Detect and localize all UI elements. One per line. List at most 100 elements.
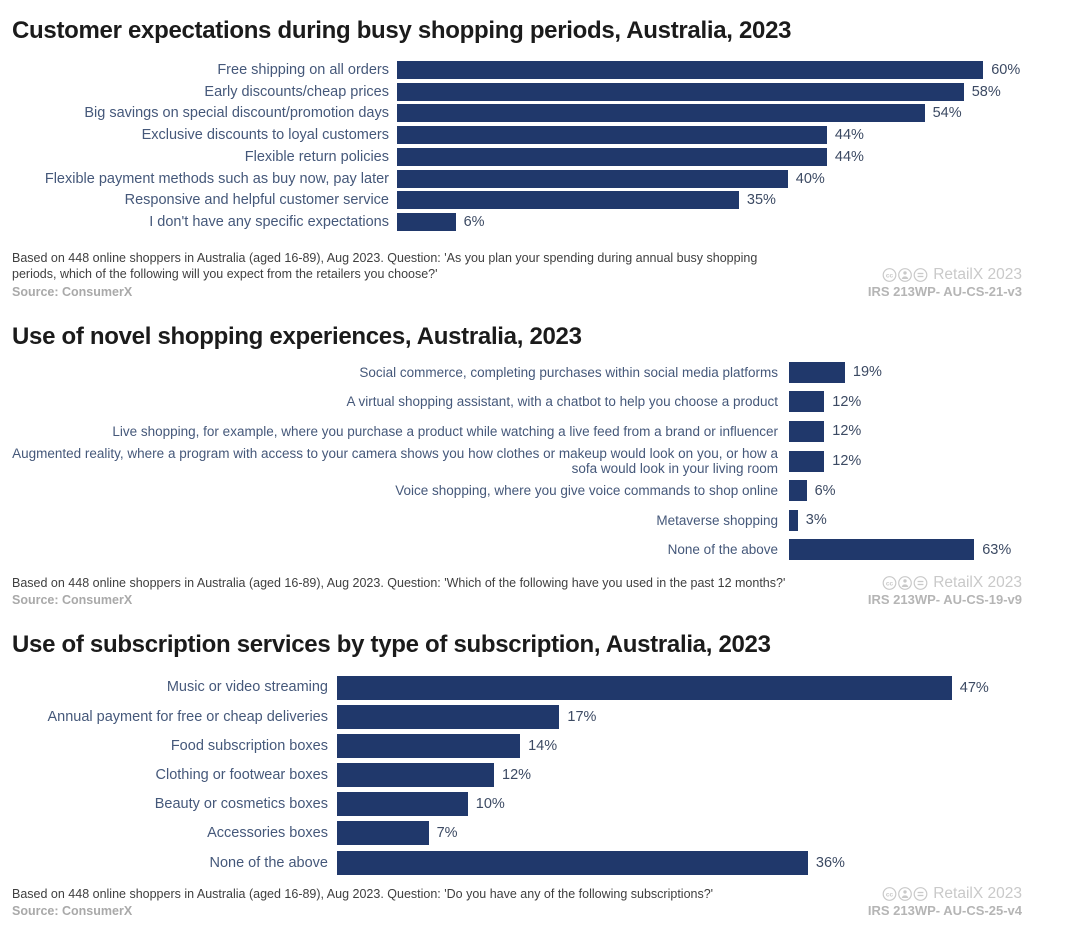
category-label: Voice shopping, where you give voice com… <box>395 482 778 498</box>
bar <box>789 391 825 413</box>
bar-row: A virtual shopping assistant, with a cha… <box>12 387 1080 417</box>
bar <box>397 191 739 210</box>
bar-value-label: 14% <box>528 737 558 754</box>
bar-value-label: 63% <box>982 541 1012 558</box>
watermark: cc RetailX 2023 IRS 213WP- AU-CS-21-v3 <box>867 265 1022 299</box>
bar <box>397 147 827 166</box>
bar-row: Metaverse shopping 3% <box>12 505 1080 535</box>
chart-section: Use of subscription services by type of … <box>0 630 1080 919</box>
category-label: Exclusive discounts to loyal customers <box>141 127 389 143</box>
bar-row: Early discounts/cheap prices 58% <box>12 81 1080 103</box>
watermark-code: IRS 213WP- AU-CS-19-v9 <box>867 591 1022 607</box>
category-label: Food subscription boxes <box>170 737 328 754</box>
bar-value-label: 19% <box>852 364 882 381</box>
bar-row: Augmented reality, where a program with … <box>12 445 1080 477</box>
bar-row: Clothing or footwear boxes 12% <box>12 760 1080 789</box>
bar <box>397 213 456 232</box>
bar <box>789 361 845 383</box>
bar-row: Free shipping on all orders 60% <box>12 59 1080 81</box>
bar-value-label: 47% <box>959 679 989 696</box>
bar-area: 17% <box>337 704 1080 729</box>
bar-row: None of the above 63% <box>12 535 1080 565</box>
cc-nd-icon <box>913 576 928 590</box>
bar <box>789 450 825 472</box>
bar-area: 10% <box>337 792 1080 817</box>
bar <box>337 821 429 846</box>
bar-area: 12% <box>789 450 1080 472</box>
chart-footer: Based on 448 online shoppers in Australi… <box>12 885 1080 919</box>
chart-notes: Based on 448 online shoppers in Australi… <box>12 575 785 607</box>
category-label: Beauty or cosmetics boxes <box>154 796 328 813</box>
watermark: cc RetailX 2023 IRS 213WP- AU-CS-19-v9 <box>867 573 1022 607</box>
bar-area: 19% <box>789 361 1080 383</box>
bar-area: 12% <box>337 763 1080 788</box>
category-label: Flexible payment methods such as buy now… <box>44 170 389 187</box>
bar <box>397 169 788 188</box>
cc-icon <box>882 267 897 282</box>
watermark-brand: RetailX 2023 <box>933 885 1022 903</box>
chart-title: Use of subscription services by type of … <box>12 630 771 658</box>
bar-area: 44% <box>397 126 1080 145</box>
bar-value-label: 44% <box>834 148 864 165</box>
bar-area: 6% <box>789 480 1080 502</box>
bar-value-label: 12% <box>832 453 862 470</box>
bar-area: 6% <box>397 213 1080 232</box>
bar-value-label: 58% <box>971 83 1001 100</box>
bar-chart: Music or video streaming 47% Annual paym… <box>12 673 1080 877</box>
bar <box>397 104 925 123</box>
category-label: Annual payment for free or cheap deliver… <box>47 708 329 725</box>
cc-by-icon <box>898 267 913 282</box>
svg-text:cc: cc <box>886 272 894 279</box>
category-label: Responsive and helpful customer service <box>124 192 389 209</box>
cc-nd-icon <box>913 267 928 282</box>
bar <box>337 763 494 788</box>
bar-row: Flexible return policies 44% <box>12 146 1080 168</box>
bar-area: 58% <box>397 82 1080 101</box>
bar-row: Social commerce, completing purchases wi… <box>12 358 1080 388</box>
bar-value-label: 44% <box>834 127 864 144</box>
bar <box>337 733 521 758</box>
bar <box>397 82 964 101</box>
bar <box>397 126 827 145</box>
chart-title: Use of novel shopping experiences, Austr… <box>12 322 582 350</box>
bar <box>789 420 825 442</box>
category-label: Clothing or footwear boxes <box>155 766 329 783</box>
methodology-note: Based on 448 online shoppers in Australi… <box>12 575 786 590</box>
watermark-code: IRS 213WP- AU-CS-25-v4 <box>867 903 1022 919</box>
cc-icon <box>882 576 897 590</box>
cc-icon <box>882 887 897 902</box>
bar-value-label: 3% <box>805 512 827 529</box>
bar-chart: Free shipping on all orders 60% Early di… <box>12 59 1080 233</box>
bar <box>337 704 560 729</box>
watermark-brand: RetailX 2023 <box>933 265 1022 283</box>
bar-area: 7% <box>337 821 1080 846</box>
bar-area: 14% <box>337 733 1080 758</box>
bar-area: 44% <box>397 147 1080 166</box>
bar-row: Big savings on special discount/promotio… <box>12 103 1080 125</box>
bar-row: Voice shopping, where you give voice com… <box>12 476 1080 506</box>
bar-row: Live shopping, for example, where you pu… <box>12 417 1080 447</box>
bar-value-label: 36% <box>815 854 845 871</box>
cc-license-icons: cc <box>882 887 928 902</box>
bar-row: Food subscription boxes 14% <box>12 731 1080 760</box>
bar <box>789 509 798 531</box>
bar-chart: Social commerce, completing purchases wi… <box>12 358 1080 565</box>
bar-value-label: 17% <box>567 708 597 725</box>
category-label: Accessories boxes <box>207 825 328 842</box>
watermark-code: IRS 213WP- AU-CS-21-v3 <box>867 283 1022 299</box>
bar-area: 3% <box>789 509 1080 531</box>
bar-value-label: 35% <box>746 192 776 209</box>
bar <box>337 850 808 875</box>
chart-section: Use of novel shopping experiences, Austr… <box>0 322 1080 607</box>
category-label: Social commerce, completing purchases wi… <box>359 364 778 380</box>
category-label: Free shipping on all orders <box>217 61 389 78</box>
watermark-brand: RetailX 2023 <box>933 573 1022 591</box>
chart-footer: Based on 448 online shoppers in Australi… <box>12 250 1080 299</box>
category-label: Augmented reality, where a program with … <box>12 445 778 477</box>
bar-area: 60% <box>397 60 1080 79</box>
bar-row: Annual payment for free or cheap deliver… <box>12 702 1080 731</box>
category-label: Big savings on special discount/promotio… <box>84 105 389 122</box>
bar-row: None of the above 36% <box>12 848 1080 877</box>
bar <box>337 675 952 700</box>
